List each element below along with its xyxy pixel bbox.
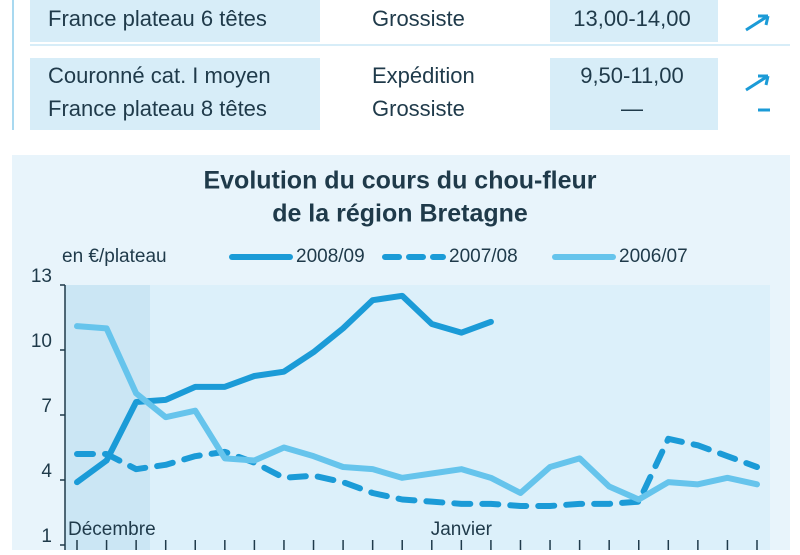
table-cell: Expédition bbox=[372, 63, 475, 88]
legend-label: 2007/08 bbox=[449, 246, 518, 267]
price-box bbox=[550, 0, 718, 42]
y-tick-label: 7 bbox=[41, 396, 52, 417]
row-box bbox=[30, 0, 320, 42]
legend-label: 2008/09 bbox=[296, 246, 365, 267]
series-line bbox=[74, 435, 760, 509]
x-tick-label: Janvier bbox=[431, 519, 493, 540]
chart-title: de la région Bretagne bbox=[272, 200, 528, 228]
row-box bbox=[30, 58, 320, 130]
price-box bbox=[550, 58, 718, 130]
table-cell: Grossiste bbox=[372, 96, 465, 121]
series-line bbox=[74, 323, 760, 503]
trend-up bbox=[745, 14, 770, 32]
y-tick-label: 1 bbox=[41, 526, 52, 547]
table-cell: France plateau 8 têtes bbox=[48, 96, 267, 121]
y-tick-label: 10 bbox=[31, 331, 52, 352]
legend-label: 2006/07 bbox=[619, 246, 688, 267]
trend-up bbox=[745, 74, 770, 92]
table-cell: Grossiste bbox=[372, 6, 465, 31]
y-tick-label: 4 bbox=[41, 461, 52, 482]
y-tick-label: 13 bbox=[31, 266, 52, 287]
chart-title: Evolution du cours du chou-fleur bbox=[203, 167, 596, 195]
table-cell: 13,00-14,00 bbox=[573, 6, 690, 31]
x-tick-label: Décembre bbox=[68, 519, 156, 540]
table-cell: — bbox=[621, 96, 643, 121]
table-cell: 9,50-11,00 bbox=[580, 63, 684, 88]
row-rule bbox=[30, 44, 790, 46]
side-rule bbox=[12, 0, 14, 130]
y-axis-label: en €/plateau bbox=[62, 246, 167, 267]
table-cell: Couronné cat. I moyen bbox=[48, 63, 271, 88]
table-cell: France plateau 6 têtes bbox=[48, 6, 267, 31]
plot-area bbox=[65, 285, 770, 550]
